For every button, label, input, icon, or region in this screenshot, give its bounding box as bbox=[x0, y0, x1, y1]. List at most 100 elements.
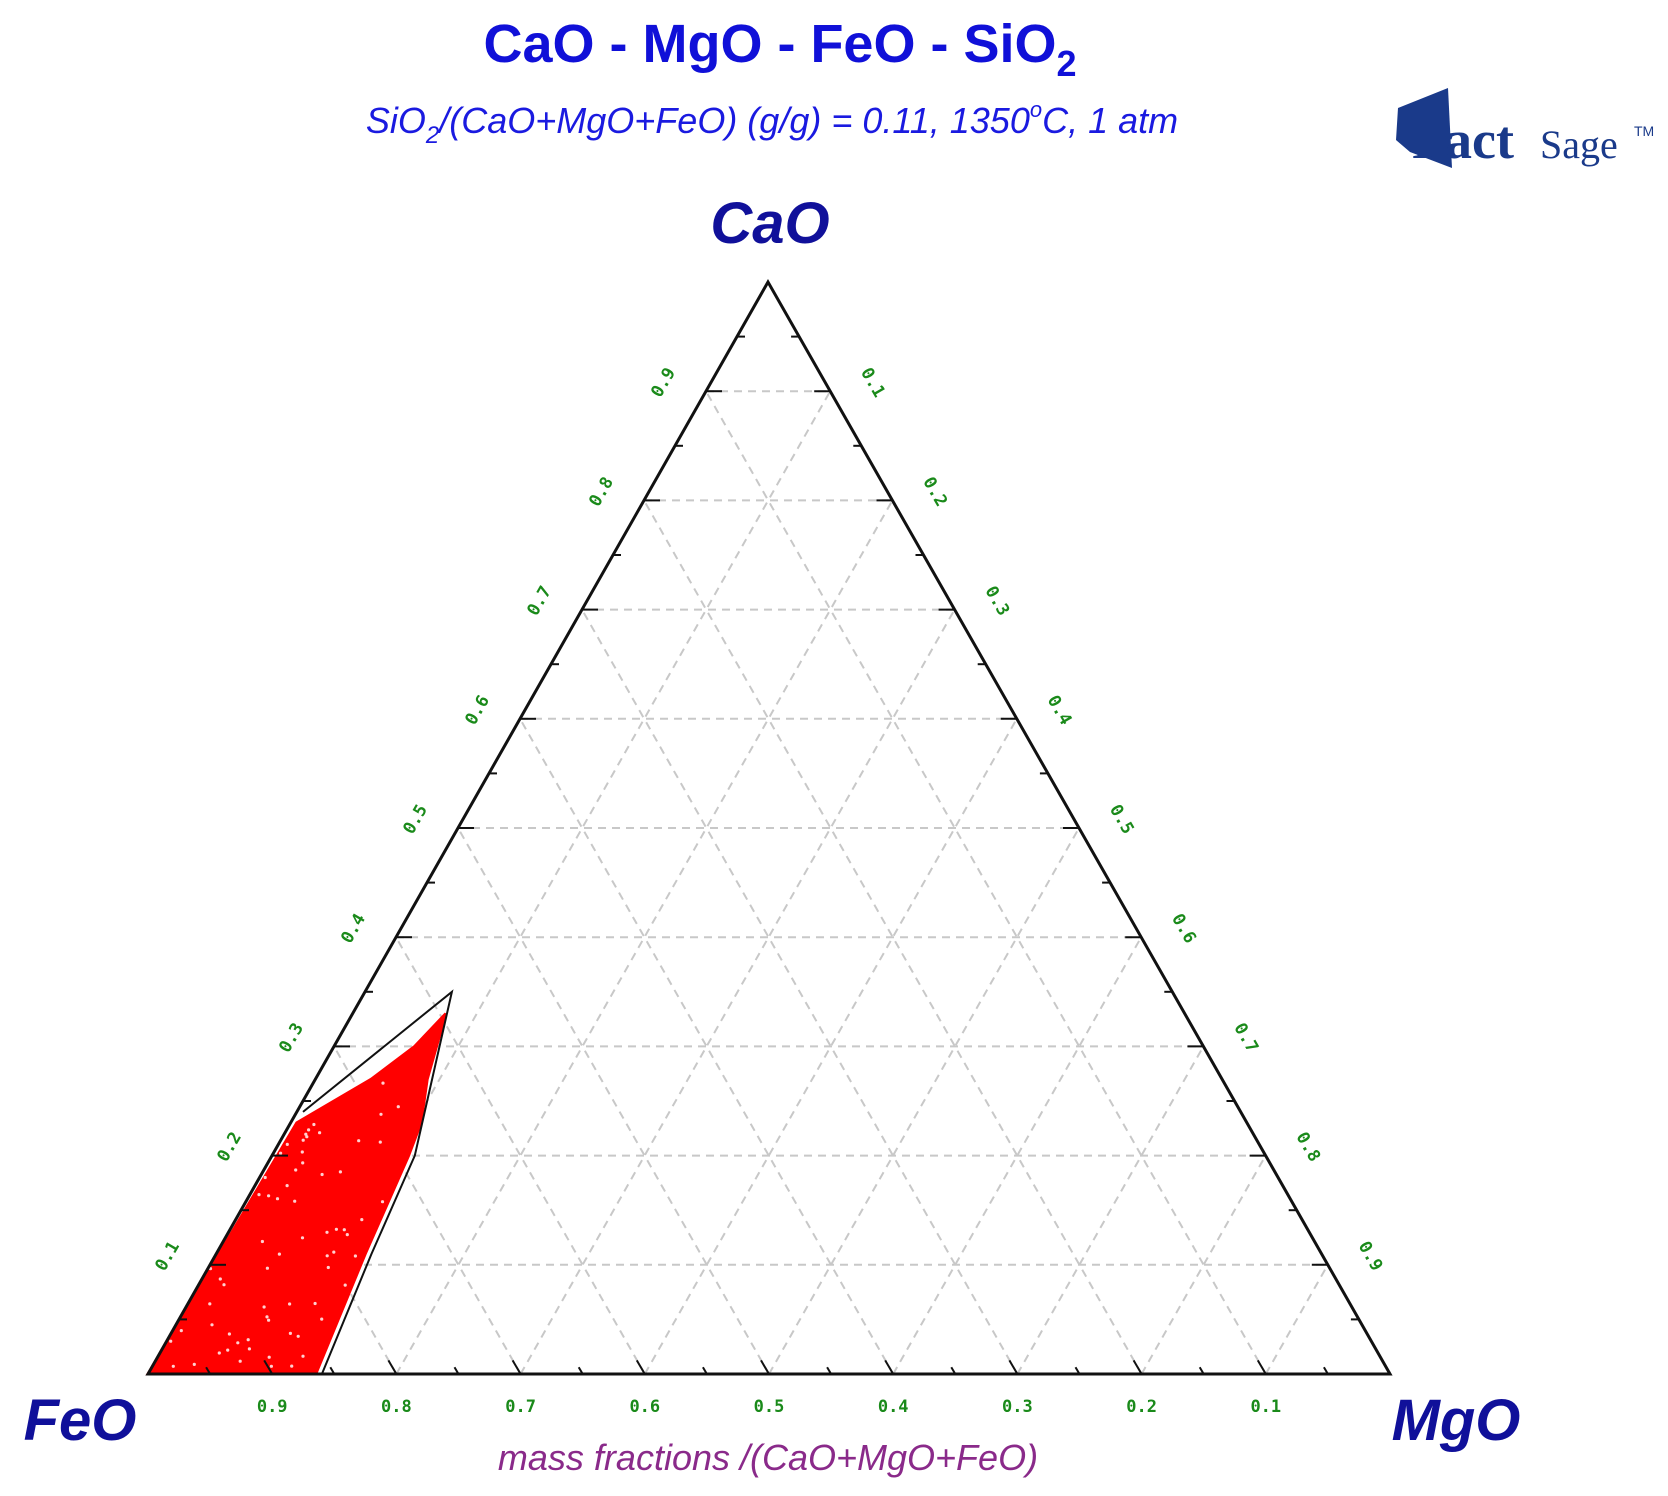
tick-mark-bottom bbox=[329, 1366, 336, 1375]
tick-mark-bottom bbox=[453, 1366, 460, 1375]
factsage-logo-sage: Sage bbox=[1540, 122, 1618, 167]
tick-label-bottom: 0.1 bbox=[1250, 1397, 1281, 1417]
chart-title: CaO - MgO - FeO - SiO2 bbox=[483, 14, 1076, 84]
region-speckle bbox=[285, 1142, 289, 1146]
region-speckle bbox=[265, 1315, 269, 1319]
tick-label-right: 0.5 bbox=[1105, 801, 1138, 838]
tick-label-bottom: 0.7 bbox=[505, 1397, 536, 1417]
region-speckle bbox=[343, 1283, 347, 1287]
tick-mark-bottom bbox=[635, 1359, 646, 1375]
region-speckle bbox=[267, 1355, 271, 1359]
region-speckle bbox=[360, 1218, 364, 1222]
tick-label-right: 0.3 bbox=[981, 583, 1014, 620]
tick-mark-bottom bbox=[702, 1366, 708, 1375]
region-speckle bbox=[301, 1138, 305, 1142]
region-speckle bbox=[290, 1364, 294, 1368]
region-speckle bbox=[353, 1254, 357, 1258]
region-speckle bbox=[171, 1364, 175, 1368]
tick-label-left: 0.2 bbox=[213, 1129, 246, 1166]
tick-label-left: 0.7 bbox=[523, 583, 556, 620]
tick-mark-bottom bbox=[1198, 1366, 1205, 1375]
region-speckle bbox=[227, 1332, 231, 1336]
region-speckle bbox=[307, 1128, 311, 1132]
tick-mark-bottom bbox=[205, 1366, 211, 1375]
grid-line-mgo bbox=[519, 609, 956, 1375]
tick-label-bottom: 0.3 bbox=[1002, 1397, 1033, 1417]
region-speckle bbox=[222, 1283, 226, 1287]
tick-label-right: 0.1 bbox=[856, 364, 889, 401]
region-speckle bbox=[342, 1228, 346, 1232]
grid-line-feo bbox=[705, 390, 1267, 1375]
subtitle-part-end: C, 1 atm bbox=[1042, 100, 1178, 141]
vertex-label-right: MgO bbox=[1392, 1388, 1521, 1453]
tick-label-right: 0.8 bbox=[1292, 1129, 1325, 1166]
tick-marks bbox=[179, 335, 1359, 1375]
region-speckle bbox=[380, 1200, 385, 1204]
tick-mark-bottom bbox=[884, 1359, 895, 1375]
region-speckle bbox=[246, 1338, 250, 1342]
tick-mark-bottom bbox=[1323, 1366, 1329, 1375]
tick-mark-bottom bbox=[826, 1366, 832, 1375]
region-speckle bbox=[288, 1302, 292, 1306]
grid-line-mgo bbox=[1016, 1045, 1205, 1375]
region-speckle bbox=[300, 1236, 305, 1240]
region-speckle bbox=[267, 1318, 271, 1322]
tick-label-right: 0.6 bbox=[1167, 910, 1200, 947]
region-speckle bbox=[192, 1362, 196, 1366]
region-speckle bbox=[218, 1277, 222, 1281]
region-speckle bbox=[378, 1140, 382, 1144]
tick-mark-bottom bbox=[1256, 1359, 1267, 1375]
region-speckle bbox=[345, 1233, 349, 1237]
liquid-region-area bbox=[145, 1012, 448, 1376]
region-speckle bbox=[267, 1194, 271, 1198]
tick-label-left: 0.4 bbox=[337, 910, 370, 947]
grid-line-feo bbox=[457, 827, 770, 1375]
subtitle-part-sio: SiO bbox=[366, 100, 426, 141]
grid-line-mgo bbox=[768, 827, 1080, 1375]
subtitle-part-degree: o bbox=[1030, 97, 1042, 122]
region-speckle bbox=[262, 1305, 266, 1309]
region-speckle bbox=[294, 1168, 298, 1172]
region-speckle bbox=[305, 1135, 309, 1139]
tick-label-bottom: 0.9 bbox=[257, 1397, 288, 1417]
tick-label-left: 0.8 bbox=[585, 474, 618, 511]
tick-label-bottom: 0.5 bbox=[754, 1397, 785, 1417]
factsage-logo-emblem bbox=[1396, 88, 1452, 168]
tick-label-bottom: 0.6 bbox=[629, 1397, 660, 1417]
tick-label-bottom: 0.8 bbox=[381, 1397, 412, 1417]
tick-label-left: 0.5 bbox=[399, 801, 432, 838]
liquid-region bbox=[145, 989, 454, 1376]
region-speckle bbox=[226, 1348, 230, 1352]
region-speckle bbox=[300, 1150, 304, 1154]
tick-label-left: 0.6 bbox=[461, 692, 494, 729]
region-speckle bbox=[277, 1252, 281, 1256]
factsage-logo-mark: TM bbox=[1634, 123, 1654, 139]
region-speckle bbox=[288, 1331, 292, 1335]
chart-title-main: CaO - MgO - FeO - SiO bbox=[483, 14, 1056, 74]
tick-label-right: 0.7 bbox=[1229, 1020, 1262, 1057]
axis-caption: mass fractions /(CaO+MgO+FeO) bbox=[498, 1437, 1038, 1478]
tick-mark-bottom bbox=[263, 1359, 274, 1375]
tick-label-right: 0.9 bbox=[1354, 1238, 1387, 1275]
region-speckle bbox=[179, 1329, 183, 1333]
tick-mark-bottom bbox=[760, 1359, 770, 1375]
tick-mark-bottom bbox=[387, 1359, 398, 1375]
region-speckle bbox=[238, 1359, 242, 1363]
region-speckle bbox=[279, 1151, 283, 1155]
tick-mark-bottom bbox=[1132, 1359, 1143, 1375]
region-speckle bbox=[293, 1199, 297, 1203]
region-speckle bbox=[257, 1193, 261, 1197]
region-speckle bbox=[263, 1175, 267, 1180]
region-speckle bbox=[320, 1172, 324, 1177]
region-speckle bbox=[338, 1170, 342, 1174]
region-speckle bbox=[325, 1254, 329, 1258]
region-speckle bbox=[247, 1347, 251, 1351]
subtitle-part-sub2: 2 bbox=[425, 122, 439, 149]
region-speckle bbox=[334, 1227, 338, 1231]
region-speckle bbox=[296, 1334, 300, 1338]
tick-label-right: 0.4 bbox=[1043, 692, 1076, 729]
region-speckle bbox=[318, 1131, 322, 1135]
region-speckle bbox=[332, 1250, 336, 1254]
